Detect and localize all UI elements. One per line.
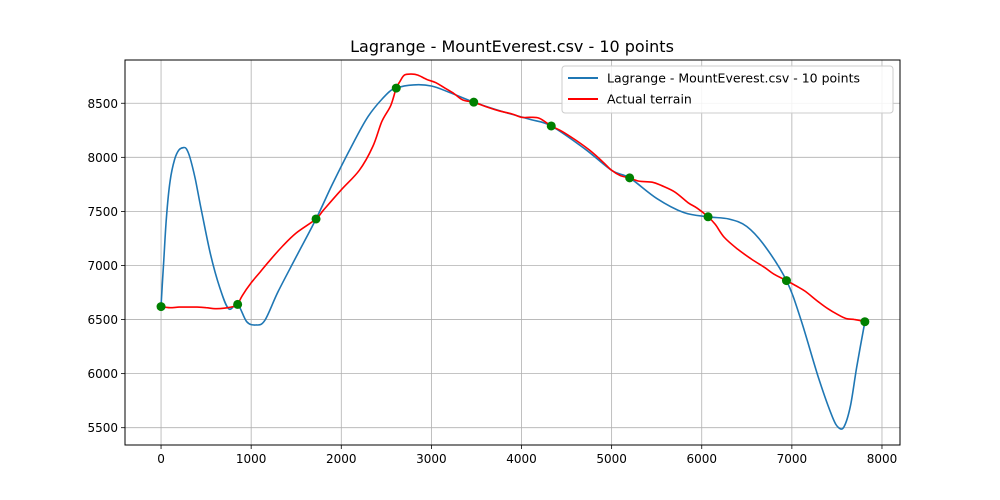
chart-title: Lagrange - MountEverest.csv - 10 points [350, 37, 674, 56]
sample-point [781, 276, 791, 286]
legend-label-interpolation: Lagrange - MountEverest.csv - 10 points [607, 71, 860, 86]
y-tick-label: 6000 [87, 367, 118, 381]
sample-point [703, 212, 713, 222]
sample-point [860, 317, 870, 327]
y-tick-label: 8500 [87, 97, 118, 111]
y-tick-label: 6500 [87, 313, 118, 327]
sample-point [391, 83, 401, 93]
x-tick-label: 2000 [326, 452, 357, 466]
legend-label-terrain: Actual terrain [607, 92, 692, 107]
x-tick-label: 7000 [777, 452, 808, 466]
x-tick-label: 0 [157, 452, 165, 466]
y-tick-label: 7500 [87, 205, 118, 219]
sample-points [156, 83, 870, 327]
legend: Lagrange - MountEverest.csv - 10 points … [561, 65, 894, 114]
sample-point [469, 97, 479, 107]
y-tick-label: 7000 [87, 259, 118, 273]
plot-frame [124, 59, 901, 446]
sample-point [546, 121, 556, 131]
x-tick-label: 8000 [867, 452, 898, 466]
x-tick-label: 6000 [686, 452, 717, 466]
y-tick-label: 8000 [87, 151, 118, 165]
sample-point [311, 214, 321, 224]
legend-box [561, 65, 894, 114]
y-tick-label: 5500 [87, 421, 118, 435]
sample-point [156, 302, 166, 312]
x-tick-label: 3000 [416, 452, 447, 466]
sample-point [233, 299, 243, 309]
axis-ticks: 0 1000 2000 3000 4000 5000 6000 7000 8000 5500 600… [87, 97, 897, 466]
grid-lines [125, 60, 900, 445]
x-tick-label: 5000 [596, 452, 627, 466]
sample-point [625, 173, 635, 183]
x-tick-label: 4000 [506, 452, 537, 466]
x-tick-label: 1000 [236, 452, 267, 466]
series-line-terrain [160, 73, 866, 323]
